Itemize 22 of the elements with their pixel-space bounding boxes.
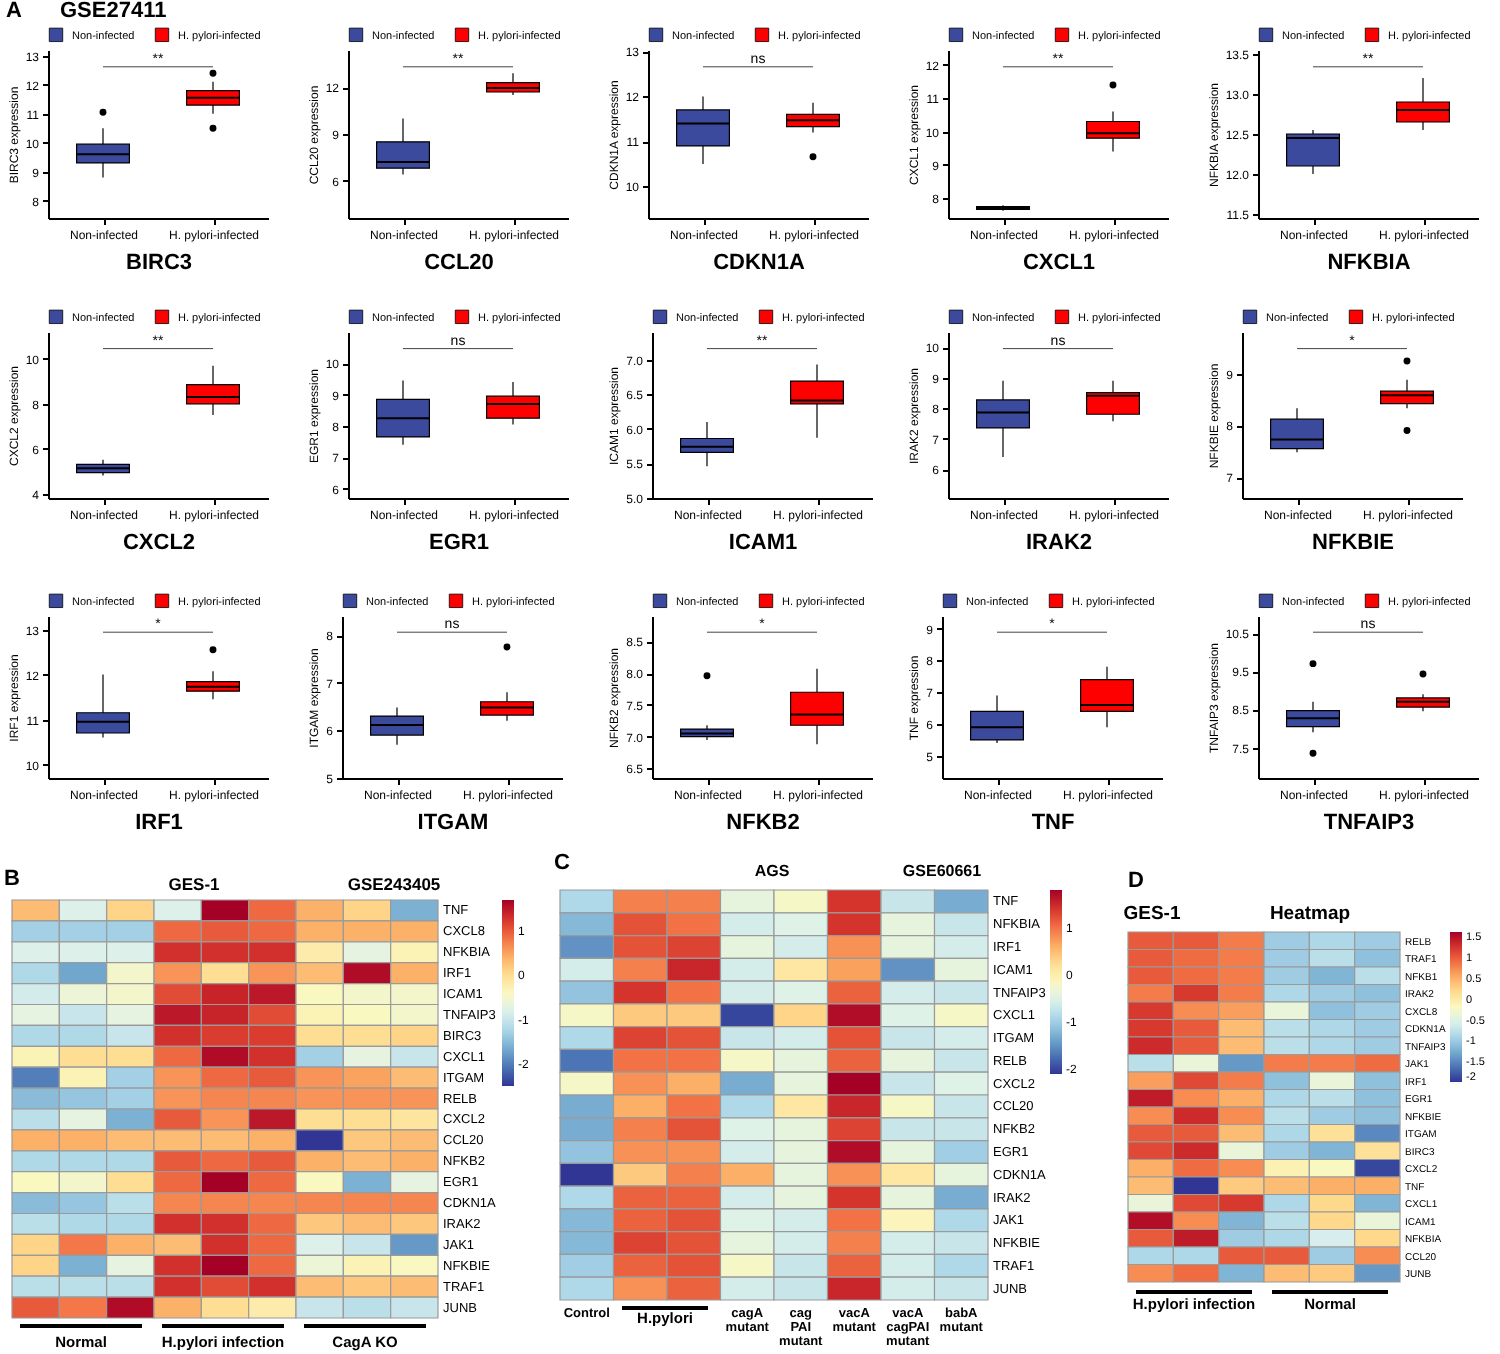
chart-subtitle: Heatmap (1269, 902, 1351, 925)
chart-title: GSE27411 (60, 0, 167, 23)
x-axis-title: CDKN1A (713, 251, 805, 275)
x-axis-title: TNF (1031, 811, 1075, 835)
x-axis-title: CXCL1 (1022, 251, 1096, 275)
chart-title: GES-1 (168, 873, 220, 894)
x-axis-title: IRF1 (135, 811, 183, 835)
x-axis-title: CXCL2 (122, 531, 196, 555)
x-axis-title: IRAK2 (1025, 531, 1093, 555)
x-axis-title: NFKB2 (726, 811, 800, 835)
chart-subtitle: GSE60661 (902, 862, 982, 880)
x-axis-title: BIRC3 (125, 251, 193, 275)
text: A (6, 0, 22, 23)
text: B (4, 867, 20, 891)
x-axis-title: NFKBIA (1327, 251, 1411, 275)
x-axis-title: NFKBIE (1312, 531, 1394, 555)
chart-title: AGS (754, 862, 790, 880)
chart-title: GES-1 (1123, 902, 1181, 925)
x-axis-title: ICAM1 (728, 531, 798, 555)
text: C (554, 851, 570, 875)
chart-subtitle: GSE243405 (347, 873, 441, 894)
text: D (1128, 869, 1144, 893)
